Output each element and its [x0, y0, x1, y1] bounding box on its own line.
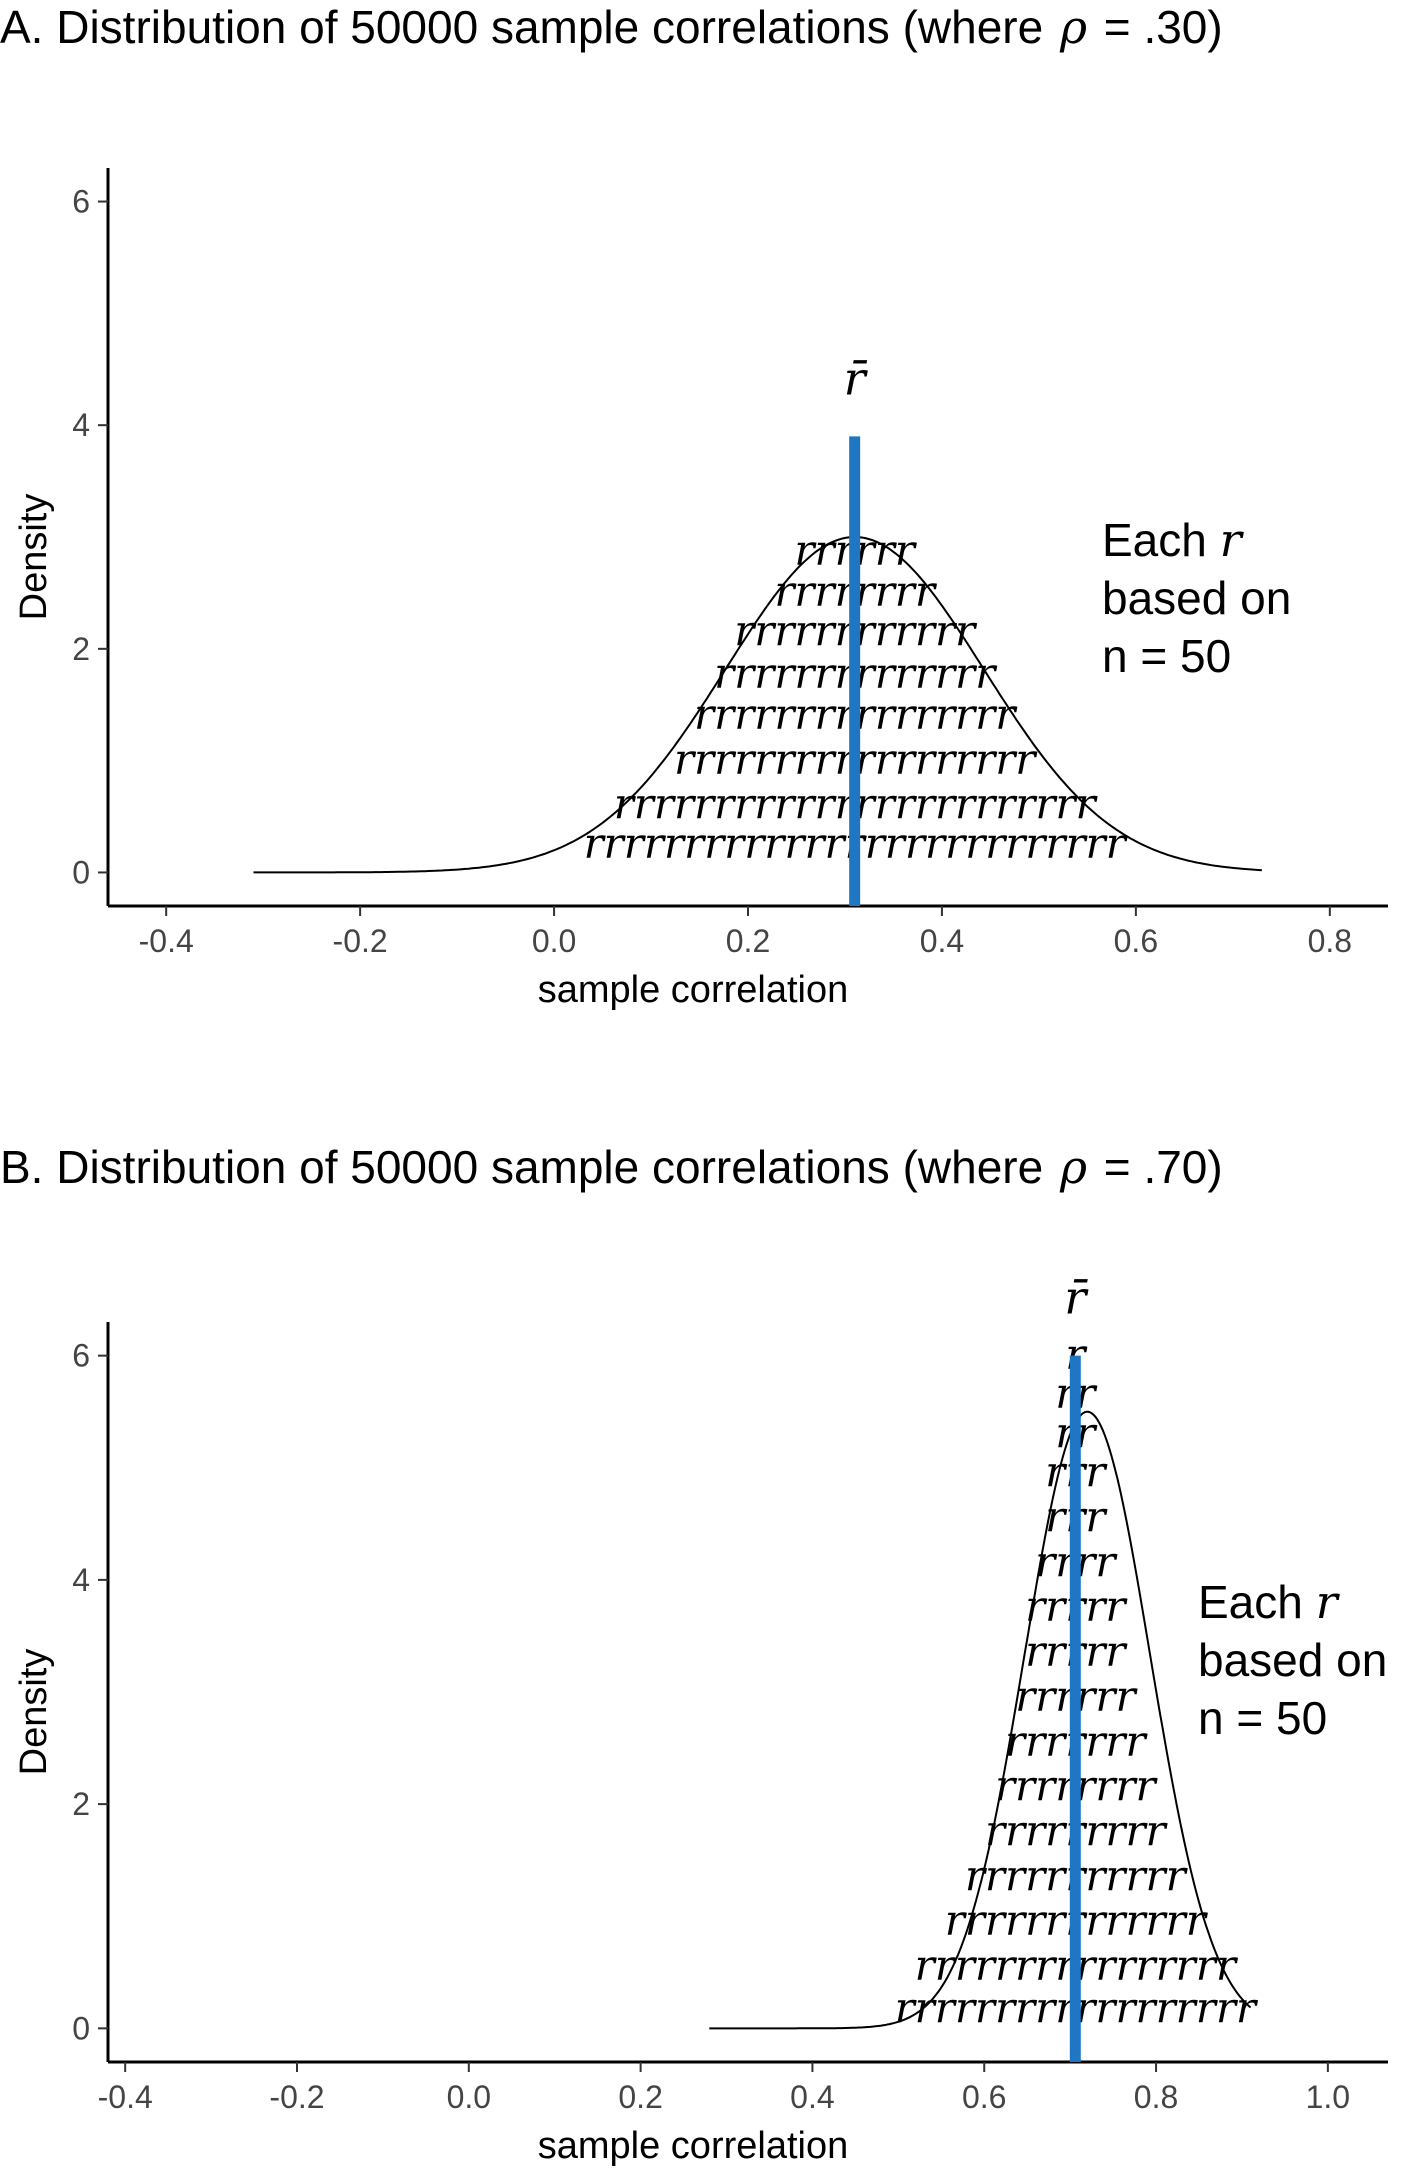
y-axis-title: Density: [13, 1649, 55, 1776]
note-line1: Each r: [1102, 513, 1245, 567]
mean-label: r̄: [844, 351, 869, 405]
note-line1-prefix: Each: [1198, 1576, 1316, 1628]
panel-a-title-suffix: = .30): [1103, 1, 1223, 53]
note-line1: Each r: [1198, 1575, 1341, 1629]
note-line1-symbol: r: [1220, 513, 1245, 567]
panel-a-title-prefix: A. Distribution of 50000 sample correlat…: [0, 1, 1044, 53]
note-line2: based on: [1198, 1634, 1387, 1686]
x-tick-label: -0.4: [98, 2079, 153, 2115]
x-tick-label: -0.4: [139, 923, 194, 959]
note-line2: based on: [1102, 572, 1291, 624]
note-line3: n = 50: [1198, 1692, 1327, 1744]
x-tick-label: 0.0: [447, 2079, 491, 2115]
mean-label: r̄: [1064, 1271, 1089, 1325]
y-tick-label: 0: [72, 854, 90, 890]
density-curve: [253, 535, 1262, 874]
y-tick-label: 6: [72, 1338, 90, 1374]
panel-b-title-rho: ρ: [1059, 1140, 1088, 1194]
y-axis-title: Density: [13, 494, 55, 621]
x-tick-label: 0.2: [726, 923, 770, 959]
panel-a-title-rho: ρ: [1059, 0, 1088, 54]
x-tick-label: 0.4: [790, 2079, 834, 2115]
note-line3: n = 50: [1102, 630, 1231, 682]
note-line1-prefix: Each: [1102, 514, 1220, 566]
note-line1-symbol: r: [1316, 1575, 1341, 1629]
x-tick-label: 0.4: [920, 923, 964, 959]
x-tick-label: 0.8: [1308, 923, 1352, 959]
x-tick-label: 0.0: [532, 923, 576, 959]
x-tick-label: 0.2: [618, 2079, 662, 2115]
panel-b-title-suffix: = .70): [1103, 1141, 1223, 1193]
panel-b: B. Distribution of 50000 sample correlat…: [0, 1140, 1402, 2171]
x-tick-label: 0.6: [1114, 923, 1158, 959]
y-tick-label: 4: [72, 407, 90, 443]
panel-a: A. Distribution of 50000 sample correlat…: [0, 0, 1402, 1040]
y-tick-label: 2: [72, 631, 90, 667]
x-tick-label: 1.0: [1306, 2079, 1350, 2115]
y-tick-label: 0: [72, 2010, 90, 2046]
x-tick-label: -0.2: [333, 923, 388, 959]
x-axis-title: sample correlation: [538, 969, 848, 1011]
y-tick-label: 6: [72, 184, 90, 220]
x-axis-title: sample correlation: [538, 2125, 848, 2167]
y-tick-label: 2: [72, 1786, 90, 1822]
x-tick-label: -0.2: [269, 2079, 324, 2115]
panel-b-chart: -0.4 -0.2 0.0 0.2 0.4 0.6 0.8 1.0 0 2 4 6 sample cor…: [13, 1271, 1388, 2167]
density-curve: [709, 1410, 1252, 2030]
panel-b-title: B. Distribution of 50000 sample correlat…: [0, 1140, 1223, 1194]
panel-a-chart: -0.4 -0.2 0.0 0.2 0.4 0.6 0.8 0 2 4 6 sample correl…: [13, 168, 1388, 1011]
x-tick-label: 0.6: [962, 2079, 1006, 2115]
panel-a-title: A. Distribution of 50000 sample correlat…: [0, 0, 1223, 54]
y-tick-label: 4: [72, 1562, 90, 1598]
x-tick-label: 0.8: [1134, 2079, 1178, 2115]
panel-b-title-prefix: B. Distribution of 50000 sample correlat…: [0, 1141, 1044, 1193]
